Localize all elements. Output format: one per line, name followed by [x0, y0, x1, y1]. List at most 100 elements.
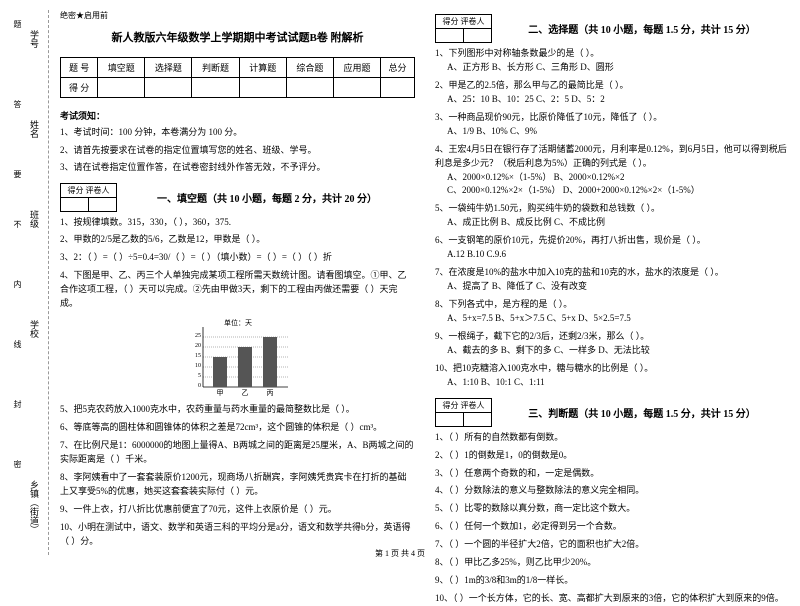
- td: 得 分: [61, 78, 98, 98]
- bar-bing: [263, 337, 277, 387]
- question: 1、下列图形中对称轴条数最少的是（ ）。: [435, 47, 790, 61]
- question: 2、（ ）1的倒数是1，0的倒数是0。: [435, 449, 790, 463]
- gutter-dashed-line: [48, 10, 49, 555]
- score-cell[interactable]: [61, 197, 89, 211]
- question: 5、一袋纯牛奶1.50元，购买纯牛奶的袋数和总钱数（ ）。: [435, 202, 790, 216]
- svg-text:20: 20: [195, 343, 201, 349]
- td[interactable]: [381, 78, 415, 98]
- gutter-label-town: 乡镇（街道）: [28, 480, 41, 534]
- gutter-note: 密: [12, 460, 23, 468]
- q2-9: 9、一根绳子，截下它的2/3后，还剩2/3米，那么（ ）。A、截去的多 B、剩下…: [435, 330, 790, 358]
- part2-header: 得分 评卷人 二、选择题（共 10 小题，每题 1.5 分，共计 15 分）: [435, 14, 790, 43]
- notice-line: 2、请首先按要求在试卷的指定位置填写您的姓名、班级、学号。: [60, 144, 415, 158]
- part3-header: 得分 评卷人 三、判断题（共 10 小题，每题 1.5 分，共计 15 分）: [435, 398, 790, 427]
- options: A、5+x=7.5 B、5+x＞7.5 C、5+x D、5×2.5=7.5: [435, 312, 790, 326]
- page-footer: 第 1 页 共 4 页: [0, 548, 800, 559]
- scorer-box: 得分 评卷人: [435, 398, 492, 427]
- th: 应用题: [333, 58, 380, 78]
- options: A.12 B.10 C.9.6: [435, 248, 790, 262]
- svg-text:0: 0: [198, 383, 201, 389]
- table-row: 题 号 填空题 选择题 判断题 计算题 综合题 应用题 总分: [61, 58, 415, 78]
- question: 3、2：（ ）=（ ）÷5=0.4=30/（ ）=（ ）（填小数）=（ ）=（ …: [60, 251, 415, 265]
- part2-title: 二、选择题（共 10 小题，每题 1.5 分，共计 15 分）: [494, 21, 790, 36]
- binding-gutter: 学号 姓名 班级 学校 乡镇（街道） 题 答 要 不 内 线 封 密: [0, 0, 55, 565]
- question: 5、把5克农药放入1000克水中，农药重量与药水重量的最简整数比是（ ）。: [60, 403, 415, 417]
- bar-yi: [238, 347, 252, 387]
- gutter-note: 不: [12, 220, 23, 228]
- question: 4、（ ）分数除法的意义与整数除法的意义完全相同。: [435, 484, 790, 498]
- gutter-label-class: 班级: [28, 210, 41, 228]
- options: A、提高了 B、降低了 C、没有改变: [435, 280, 790, 294]
- question: 5、（ ）比零的数除以真分数，商一定比这个数大。: [435, 502, 790, 516]
- question: 2、甲是乙的2.5倍，那么甲与乙的最简比是（ ）。: [435, 79, 790, 93]
- td[interactable]: [239, 78, 286, 98]
- scorer-label: 得分 评卷人: [436, 398, 492, 412]
- td[interactable]: [98, 78, 145, 98]
- q2-6: 6、一支钢笔的原价10元，先提价20%，再打八折出售，现价是（ ）。A.12 B…: [435, 234, 790, 262]
- bar-chart: 单位：天 0510 152025: [178, 317, 298, 397]
- gutter-note: 封: [12, 400, 23, 408]
- right-column: 得分 评卷人 二、选择题（共 10 小题，每题 1.5 分，共计 15 分） 1…: [435, 10, 790, 540]
- th: 判断题: [192, 58, 239, 78]
- question: 10、（ ）一个长方体，它的长、宽、高都扩大到原来的3倍，它的体积扩大到原来的9…: [435, 592, 790, 606]
- th: 选择题: [145, 58, 192, 78]
- score-table: 题 号 填空题 选择题 判断题 计算题 综合题 应用题 总分 得 分: [60, 57, 415, 98]
- gutter-label-id: 学号: [28, 30, 41, 48]
- question: 7、在比例尺是1：6000000的地图上量得A、B两城之间的距离是25厘米，A、…: [60, 439, 415, 467]
- svg-text:15: 15: [195, 353, 201, 359]
- gutter-note: 题: [12, 20, 23, 28]
- gutter-note: 要: [12, 170, 23, 178]
- notice-line: 1、考试时间：100 分钟，本卷满分为 100 分。: [60, 126, 415, 140]
- th: 总分: [381, 58, 415, 78]
- q2-8: 8、下列各式中，是方程的是（ ）。A、5+x=7.5 B、5+x＞7.5 C、5…: [435, 298, 790, 326]
- q2-7: 7、在浓度是10%的盐水中加入10克的盐和10克的水，盐水的浓度是（ ）。A、提…: [435, 266, 790, 294]
- td[interactable]: [145, 78, 192, 98]
- question: 1、按规律填数。315，330，（ ），360，375.: [60, 216, 415, 230]
- scorer-cell[interactable]: [89, 197, 117, 211]
- svg-text:丙: 丙: [266, 389, 273, 397]
- scorer-label: 得分 评卷人: [436, 15, 492, 29]
- scorer-cell[interactable]: [464, 29, 492, 43]
- options: A、25：10 B、10：25 C、2：5 D、5：2: [435, 93, 790, 107]
- question: 9、一件上衣，打八折比优惠前便宜了70元，这件上衣原价是（ ）元。: [60, 503, 415, 517]
- question: 10、把10克糖溶入100克水中，糖与糖水的比例是（ ）。: [435, 362, 790, 376]
- scorer-box: 得分 评卷人: [60, 183, 117, 212]
- secret-mark: 绝密★启用前: [60, 10, 415, 21]
- table-row: 得 分: [61, 78, 415, 98]
- q2-1: 1、下列图形中对称轴条数最少的是（ ）。A、正方形 B、长方形 C、三角形 D、…: [435, 47, 790, 75]
- gutter-label-name: 姓名: [28, 120, 41, 138]
- chart-ylabel: 单位：天: [224, 318, 252, 327]
- part1-title: 一、填空题（共 10 小题，每题 2 分，共计 20 分）: [119, 190, 415, 205]
- score-cell[interactable]: [436, 412, 464, 426]
- question: 9、（ ）1m的3/8和3m的1/8一样长。: [435, 574, 790, 588]
- notice-heading: 考试须知：: [60, 109, 415, 122]
- scorer-cell[interactable]: [464, 412, 492, 426]
- td[interactable]: [286, 78, 333, 98]
- svg-text:甲: 甲: [216, 389, 223, 397]
- part1-header: 得分 评卷人 一、填空题（共 10 小题，每题 2 分，共计 20 分）: [60, 183, 415, 212]
- question: 2、甲数的2/5是乙数的5/6，乙数是12，甲数是（ ）。: [60, 233, 415, 247]
- question: 8、李阿姨看中了一套套装原价1200元，现商场八折酬宾，李阿姨凭贵宾卡在打折的基…: [60, 471, 415, 499]
- question: 6、（ ）任何一个数加1，必定得到另一个合数。: [435, 520, 790, 534]
- score-cell[interactable]: [436, 29, 464, 43]
- options: A、正方形 B、长方形 C、三角形 D、圆形: [435, 61, 790, 75]
- bar-jia: [213, 357, 227, 387]
- td[interactable]: [333, 78, 380, 98]
- q2-4: 4、王宏4月5日在银行存了活期储蓄2000元，月利率是0.12%，到6月5日，他…: [435, 143, 790, 199]
- question: 10、小明在测试中，语文、数学和英语三科的平均分是a分，语文和数学共得b分，英语…: [60, 521, 415, 549]
- part3-title: 三、判断题（共 10 小题，每题 1.5 分，共计 15 分）: [494, 405, 790, 420]
- options: A、1/9 B、10% C、9%: [435, 125, 790, 139]
- scorer-box: 得分 评卷人: [435, 14, 492, 43]
- options: A、成正比例 B、成反比例 C、不成比例: [435, 216, 790, 230]
- td[interactable]: [192, 78, 239, 98]
- options: A、2000×0.12%×（1-5%） B、2000×0.12%×2 C、200…: [435, 171, 790, 199]
- question: 9、一根绳子，截下它的2/3后，还剩2/3米，那么（ ）。: [435, 330, 790, 344]
- question: 1、（ ）所有的自然数都有倒数。: [435, 431, 790, 445]
- th: 填空题: [98, 58, 145, 78]
- question: 8、下列各式中，是方程的是（ ）。: [435, 298, 790, 312]
- th: 计算题: [239, 58, 286, 78]
- svg-text:乙: 乙: [241, 389, 248, 397]
- options: A、1:10 B、10:1 C、1:11: [435, 376, 790, 390]
- question: 6、一支钢笔的原价10元，先提价20%，再打八折出售，现价是（ ）。: [435, 234, 790, 248]
- q2-3: 3、一种商品现价90元，比原价降低了10元，降低了（ ）。A、1/9 B、10%…: [435, 111, 790, 139]
